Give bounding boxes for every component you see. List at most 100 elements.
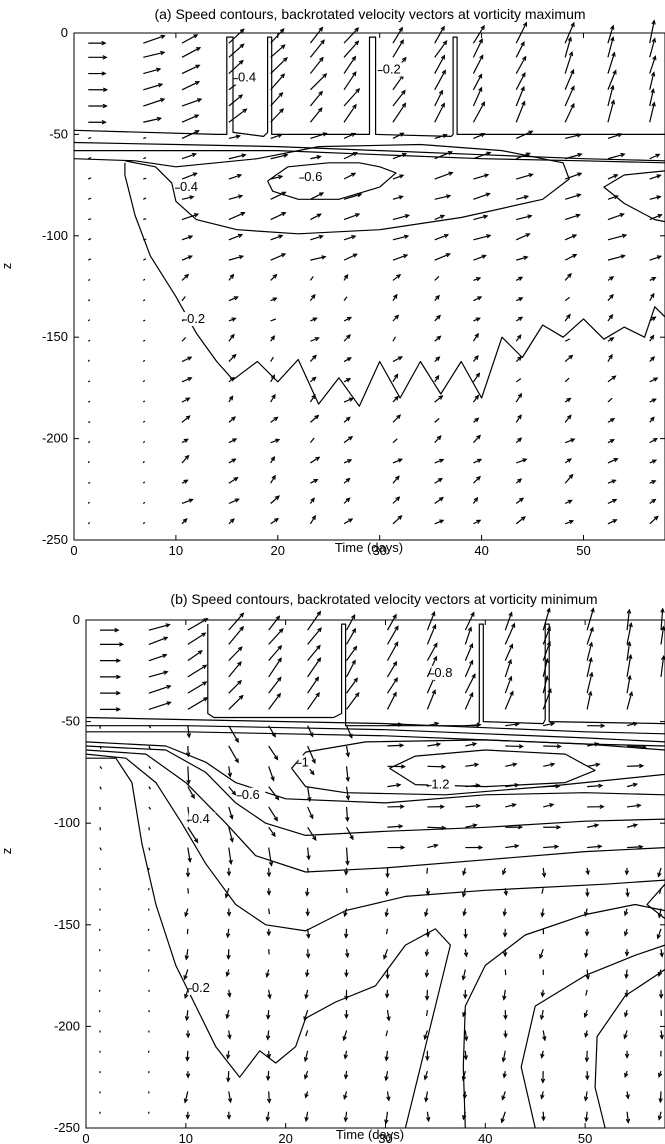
vector-head <box>502 1073 507 1079</box>
velocity-vector <box>649 56 656 74</box>
velocity-vector <box>344 1111 348 1122</box>
velocity-vector <box>542 608 551 631</box>
velocity-vector <box>99 786 102 790</box>
contour-label: 1 <box>302 754 309 769</box>
vector-head <box>568 519 575 525</box>
velocity-vector <box>228 806 233 819</box>
velocity-vector <box>564 377 570 383</box>
vector-head <box>567 499 573 504</box>
vector-head <box>310 497 315 503</box>
vector-head <box>439 214 446 219</box>
velocity-vector <box>542 1030 546 1041</box>
vector-head <box>546 640 551 646</box>
velocity-vector <box>142 379 146 383</box>
velocity-vector <box>228 43 245 58</box>
velocity-vector <box>587 845 602 849</box>
vector-field <box>87 19 663 525</box>
velocity-vector <box>564 193 581 200</box>
vector-head <box>484 173 490 178</box>
vector-head <box>270 776 275 782</box>
vector-head <box>226 871 232 877</box>
velocity-vector <box>607 174 618 180</box>
velocity-vector <box>386 661 397 678</box>
velocity-vector <box>270 92 283 107</box>
velocity-vector <box>307 806 314 819</box>
vector-head <box>625 892 630 898</box>
vector-head <box>651 398 657 403</box>
vector-head <box>201 632 207 637</box>
velocity-vector <box>649 214 662 221</box>
velocity-vector <box>464 692 474 710</box>
velocity-vector <box>626 675 631 694</box>
velocity-vector <box>270 44 286 58</box>
vector-head <box>650 416 655 422</box>
velocity-vector <box>504 644 513 661</box>
velocity-vector <box>309 39 325 58</box>
vector-head <box>608 353 613 359</box>
velocity-vector <box>539 948 544 959</box>
velocity-vector <box>148 624 170 631</box>
vector-head <box>277 644 283 650</box>
vector-head <box>156 116 163 122</box>
vector-head <box>474 332 479 338</box>
vector-head <box>619 213 625 218</box>
vector-head <box>568 354 574 360</box>
vector-head <box>463 1036 469 1042</box>
vector-head <box>520 516 526 521</box>
vector-head <box>351 132 357 137</box>
vector-head <box>312 354 317 360</box>
vector-head <box>611 375 617 380</box>
vector-head <box>396 782 402 788</box>
vector-head <box>442 40 448 46</box>
vector-head <box>343 933 349 939</box>
velocity-vector <box>228 1091 232 1103</box>
vector-head <box>403 234 410 239</box>
vector-head <box>587 690 593 696</box>
velocity-vector <box>425 1010 429 1017</box>
vector-head <box>305 911 310 917</box>
vector-head <box>190 794 195 800</box>
velocity-vector <box>187 664 207 678</box>
velocity-vector <box>181 337 187 342</box>
velocity-vector <box>310 456 320 464</box>
vector-head <box>274 517 280 523</box>
velocity-vector <box>88 177 92 180</box>
velocity-vector <box>649 174 661 180</box>
velocity-vector <box>586 627 594 645</box>
vector-head <box>624 951 630 957</box>
velocity-vector <box>472 333 479 342</box>
vector-head <box>517 824 524 830</box>
contour-label: 0.4 <box>180 179 198 194</box>
velocity-vector <box>309 394 316 403</box>
vector-head <box>351 614 356 620</box>
vector-head <box>322 132 328 137</box>
velocity-vector <box>143 51 165 58</box>
velocity-vector <box>626 623 632 645</box>
velocity-vector <box>228 195 243 200</box>
vector-head <box>197 98 203 103</box>
velocity-vector <box>392 438 398 444</box>
velocity-vector <box>343 56 356 74</box>
velocity-vector <box>98 1009 101 1013</box>
vector-head <box>395 496 401 502</box>
velocity-vector <box>268 847 273 866</box>
velocity-vector <box>607 294 614 302</box>
velocity-vector <box>307 611 321 631</box>
velocity-vector <box>228 646 243 662</box>
vector-head <box>185 1114 190 1120</box>
velocity-vector <box>228 416 236 423</box>
velocity-vector <box>502 1050 506 1062</box>
vector-head <box>187 857 192 863</box>
vector-head <box>278 174 284 180</box>
vector-head <box>632 823 639 828</box>
vector-head <box>398 195 404 200</box>
vector-head <box>556 825 562 830</box>
velocity-vector <box>434 103 445 123</box>
vector-head <box>652 438 658 443</box>
velocity-vector <box>434 478 443 484</box>
velocity-vector <box>472 101 485 123</box>
velocity-vector <box>181 397 190 403</box>
velocity-vector <box>607 25 614 44</box>
vector-head <box>202 664 208 670</box>
vector-head <box>393 293 398 299</box>
